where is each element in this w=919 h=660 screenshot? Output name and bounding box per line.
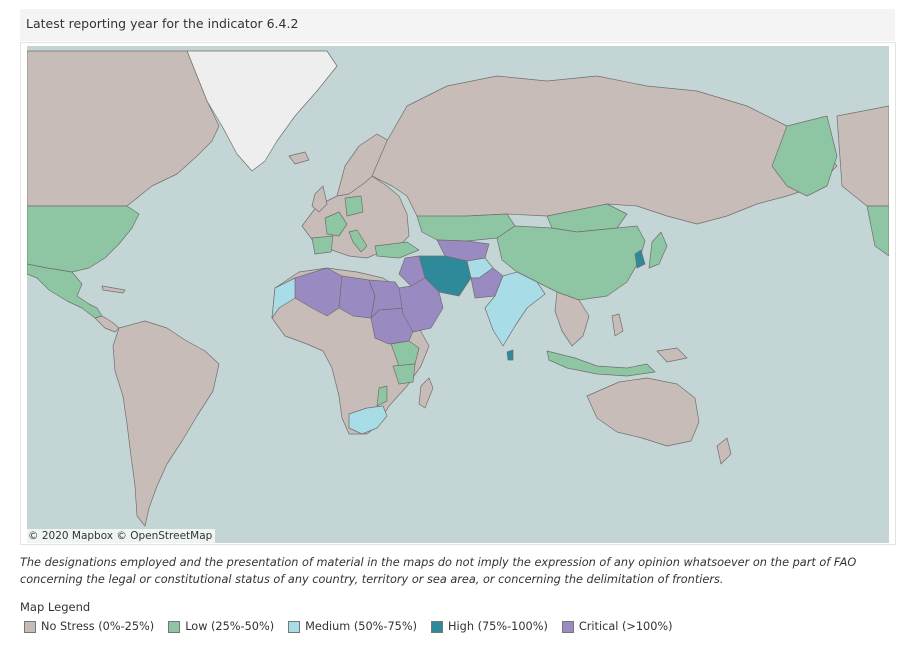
usa-east[interactable]: [866, 205, 889, 257]
legend-title: Map Legend: [20, 600, 91, 614]
ethiopia[interactable]: [390, 340, 420, 367]
cuba[interactable]: [101, 285, 126, 294]
legend-swatch: [561, 620, 574, 633]
legend-item-low[interactable]: Low (25%-50%): [168, 620, 274, 633]
legend-item-high[interactable]: High (75%-100%): [431, 620, 548, 633]
india[interactable]: [484, 271, 546, 347]
new-zealand[interactable]: [716, 437, 732, 465]
turkey[interactable]: [374, 241, 420, 259]
map-legend: No Stress (0%-25%) Low (25%-50%) Medium …: [24, 620, 687, 633]
legend-swatch: [24, 620, 36, 633]
madagascar[interactable]: [418, 377, 434, 409]
world-map[interactable]: [27, 46, 889, 543]
kenya[interactable]: [392, 363, 416, 385]
italy[interactable]: [348, 229, 368, 253]
spain[interactable]: [311, 235, 334, 255]
legend-item-no-stress[interactable]: No Stress (0%-25%): [24, 620, 154, 633]
sri-lanka[interactable]: [506, 349, 514, 361]
disclaimer-text: The designations employed and the presen…: [20, 556, 857, 586]
germany[interactable]: [344, 195, 364, 217]
australia[interactable]: [586, 377, 700, 447]
legend-swatch: [168, 620, 181, 633]
legend-item-critical[interactable]: Critical (>100%): [561, 620, 673, 633]
japan[interactable]: [648, 231, 668, 269]
indonesia[interactable]: [546, 350, 656, 377]
philippines[interactable]: [611, 313, 624, 337]
algeria[interactable]: [294, 267, 343, 317]
legend-label: Critical (>100%): [578, 620, 673, 633]
sudan[interactable]: [370, 307, 416, 345]
map-title: Latest reporting year for the indicator …: [20, 9, 895, 41]
korea[interactable]: [634, 249, 646, 269]
legend-item-medium[interactable]: Medium (50%-75%): [288, 620, 417, 633]
map-attribution[interactable]: © 2020 Mapbox © OpenStreetMap: [25, 529, 216, 543]
legend-swatch: [431, 620, 444, 633]
legend-label: Medium (50%-75%): [305, 620, 418, 633]
morocco[interactable]: [271, 277, 296, 319]
map-view[interactable]: © 2020 Mapbox © OpenStreetMap: [20, 42, 896, 545]
legend-label: No Stress (0%-25%): [41, 620, 155, 633]
south-africa[interactable]: [348, 405, 388, 435]
iceland[interactable]: [288, 151, 310, 165]
legend-swatch: [288, 620, 301, 633]
southeast-asia[interactable]: [554, 291, 590, 347]
mozambique[interactable]: [376, 385, 388, 407]
alaska[interactable]: [771, 115, 838, 197]
legend-label: Low (25%-50%): [185, 620, 275, 633]
france[interactable]: [324, 211, 348, 237]
arabian-peninsula[interactable]: [398, 277, 444, 333]
papua-new-guinea[interactable]: [656, 347, 688, 363]
south-america[interactable]: [112, 320, 220, 527]
legend-label: High (75%-100%): [448, 620, 548, 633]
uk[interactable]: [311, 185, 328, 213]
